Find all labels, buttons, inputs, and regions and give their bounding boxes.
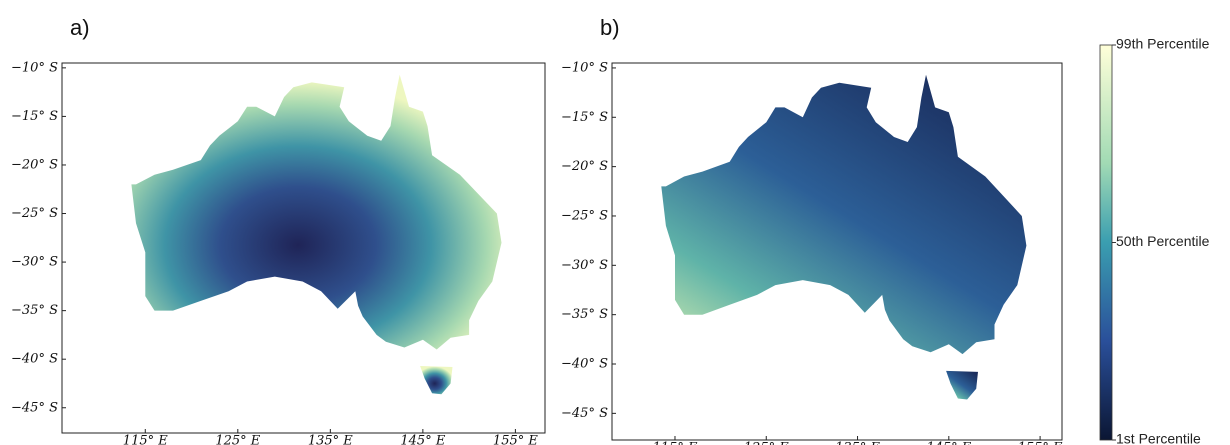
panel-label: b) xyxy=(600,15,620,40)
y-tick-label: −30° S xyxy=(11,255,58,270)
landmass xyxy=(131,74,502,350)
landmass xyxy=(946,370,978,400)
y-tick-label: −15° S xyxy=(561,110,608,125)
y-tick-label: −35° S xyxy=(561,307,608,322)
colorbar-label: 1st Percentile xyxy=(1116,431,1201,445)
y-tick-label: −45° S xyxy=(11,400,58,415)
landmass xyxy=(661,74,1027,355)
x-tick-label: 135° E xyxy=(835,441,880,445)
x-tick-label: 125° E xyxy=(215,434,260,445)
axes-frame xyxy=(611,62,1063,441)
landmass xyxy=(420,366,453,395)
x-tick-label: 145° E xyxy=(400,434,445,445)
colorbar-label: 99th Percentile xyxy=(1116,36,1210,52)
x-tick-label: 115° E xyxy=(653,441,698,445)
axes-frame xyxy=(61,62,546,434)
y-tick-label: −20° S xyxy=(11,157,58,172)
y-tick-label: −35° S xyxy=(11,303,58,318)
y-tick-label: −20° S xyxy=(561,159,608,174)
y-tick-label: −45° S xyxy=(561,406,608,421)
y-tick-label: −15° S xyxy=(11,109,58,124)
x-tick-label: 125° E xyxy=(744,441,789,445)
y-tick-label: −25° S xyxy=(11,206,58,221)
colorbar xyxy=(1099,44,1113,441)
y-tick-label: −40° S xyxy=(11,352,58,367)
y-tick-label: −10° S xyxy=(561,60,608,75)
x-tick-label: 145° E xyxy=(926,441,971,445)
x-tick-label: 135° E xyxy=(308,434,353,445)
y-tick-label: −30° S xyxy=(561,258,608,273)
y-tick-label: −25° S xyxy=(561,208,608,223)
colorbar-label: 50th Percentile xyxy=(1116,233,1210,249)
x-tick-label: 115° E xyxy=(123,434,168,445)
x-tick-label: 155° E xyxy=(493,434,538,445)
panel-label: a) xyxy=(70,15,90,40)
y-tick-label: −40° S xyxy=(561,357,608,372)
x-tick-label: 155° E xyxy=(1018,441,1063,445)
y-tick-label: −10° S xyxy=(11,60,58,75)
